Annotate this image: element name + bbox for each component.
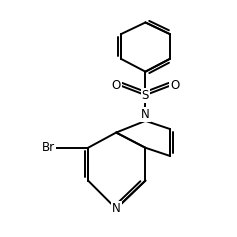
Text: Br: Br — [42, 141, 55, 154]
Text: N: N — [112, 202, 121, 215]
Text: O: O — [112, 79, 121, 92]
Text: O: O — [170, 79, 179, 92]
Text: S: S — [142, 89, 149, 102]
Text: N: N — [141, 108, 150, 121]
